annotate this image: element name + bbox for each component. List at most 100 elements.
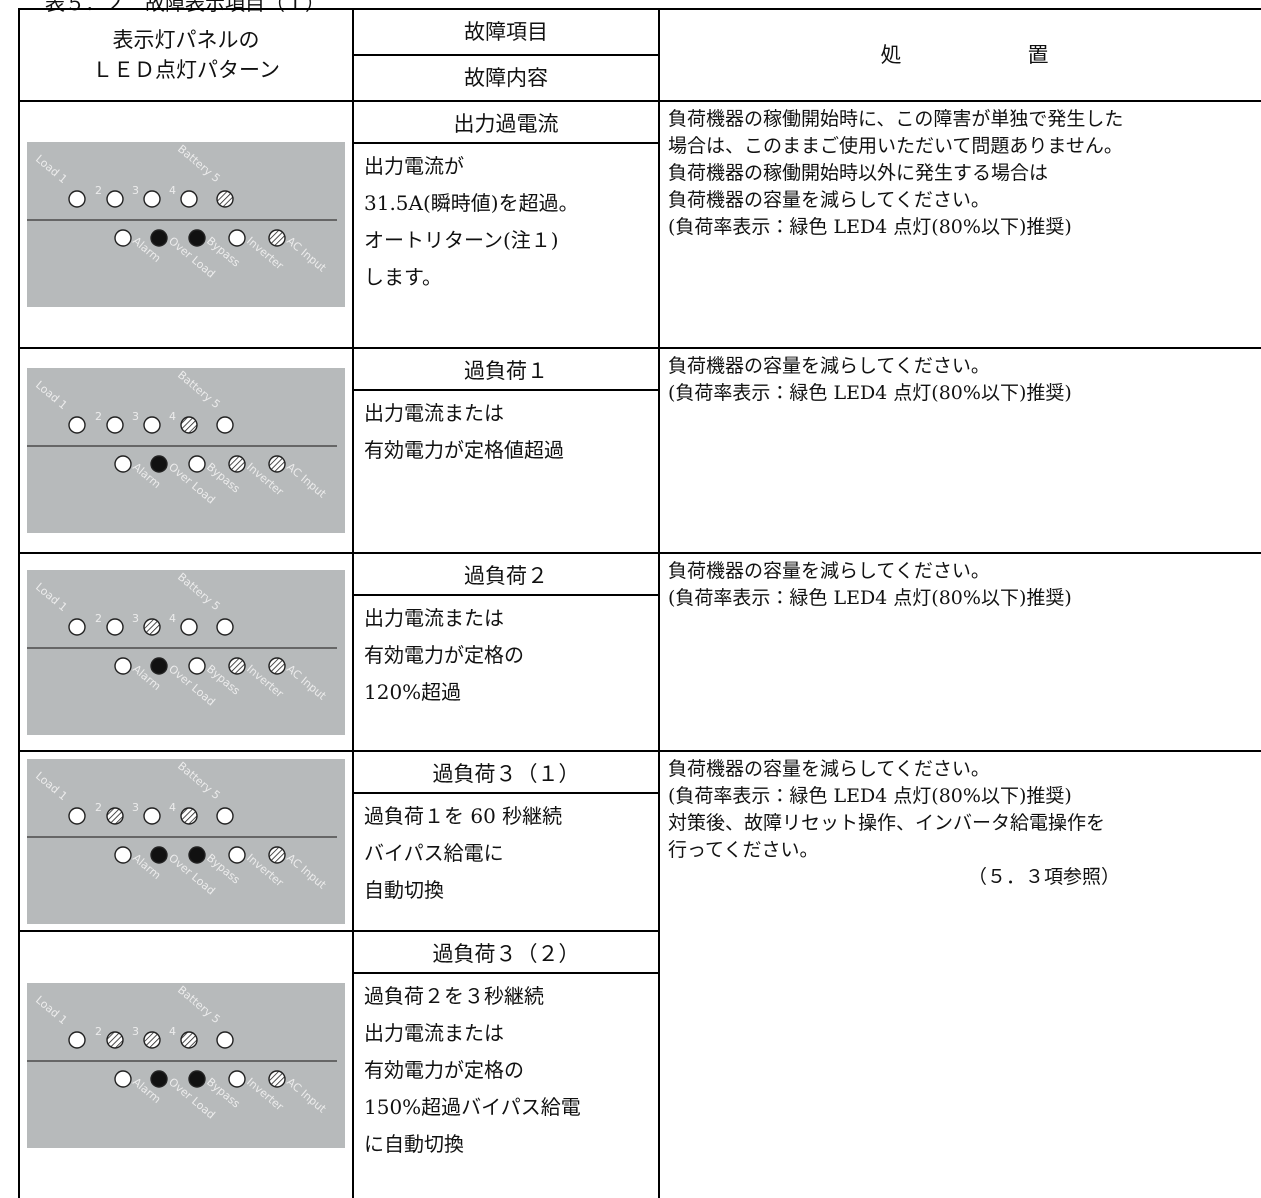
action-cell: 負荷機器の容量を減らしてください。 (負荷率表示：緑色 LED4 点灯(80%以下… [658, 750, 1261, 1198]
action-line: 負荷機器の容量を減らしてください。 [668, 758, 990, 780]
led [143, 416, 161, 434]
pattern-cell: Load 1 2 3 4 Battery 5 Alarm Over Load Bypass In… [18, 750, 354, 932]
led-label: 4 [169, 184, 176, 197]
led [228, 1069, 246, 1088]
led [180, 416, 198, 434]
fault-content: 出力電流または 有効電力が定格の 120%超過 [354, 596, 658, 711]
action-line: 対策後、故障リセット操作、インバータ給電操作を [668, 812, 1106, 834]
led [188, 229, 206, 247]
content-line: 150%超過バイパス給電 [364, 1095, 581, 1119]
led-label: 2 [95, 612, 102, 625]
led [143, 806, 161, 825]
led [143, 190, 161, 208]
led-label: 3 [132, 1025, 139, 1038]
content-line: 出力電流または [364, 1021, 504, 1045]
led-label: 2 [95, 184, 102, 197]
led-label: 2 [95, 410, 102, 423]
content-line: 過負荷２を３秒継続 [364, 984, 544, 1008]
led [150, 455, 168, 473]
table-row: Load 1 2 3 4 Battery 5 Alarm Over Load Bypass In… [18, 100, 1261, 349]
led-label: 3 [132, 410, 139, 423]
fault-item: 過負荷２ [354, 554, 658, 596]
fault-item: 出力過電流 [354, 102, 658, 144]
led [180, 617, 198, 636]
led [180, 806, 198, 825]
led [228, 229, 246, 247]
action-line: 負荷機器の容量を減らしてください。 [668, 189, 990, 211]
panel-bg [27, 982, 345, 1148]
table-row: Load 1 2 3 4 Battery 5 Alarm Over Load Bypass In… [18, 750, 1261, 1198]
action-line: (負荷率表示：緑色 LED4 点灯(80%以下)推奨) [668, 785, 1072, 807]
led [150, 656, 168, 675]
table-row: Load 1 2 3 4 Battery 5 Alarm Over Load Bypass In… [18, 930, 1261, 1198]
fault-item: 過負荷３（１） [354, 752, 658, 794]
led [228, 455, 246, 473]
pattern-cell: Load 1 2 3 4 Battery 5 Alarm Over Load Bypass In… [18, 552, 354, 752]
led [216, 617, 234, 636]
action-line: (負荷率表示：緑色 LED4 点灯(80%以下)推奨) [668, 587, 1072, 609]
header-cell: 処 置 [658, 8, 1261, 102]
led [228, 845, 246, 864]
panel-bg [27, 569, 345, 735]
led [114, 229, 132, 247]
action-line: (負荷率表示：緑色 LED4 点灯(80%以下)推奨) [668, 382, 1072, 404]
led-label: 4 [169, 801, 176, 814]
led [268, 455, 286, 473]
action-line: 行ってください。 [668, 839, 819, 861]
header-text: ＬＥＤ点灯パターン [92, 58, 280, 82]
fault-cell: 過負荷３（１） 過負荷１を 60 秒継続 バイパス給電に 自動切換 [352, 750, 660, 932]
action-cell: 負荷機器の容量を減らしてください。 (負荷率表示：緑色 LED4 点灯(80%以下… [658, 552, 1261, 752]
led [114, 845, 132, 864]
header-text: 表示灯パネルの [112, 28, 260, 52]
fault-item: 過負荷１ [354, 349, 658, 391]
led [68, 806, 86, 825]
action-line: 負荷機器の容量を減らしてください。 [668, 560, 990, 582]
content-line: します。 [364, 265, 442, 289]
led [143, 617, 161, 636]
led [216, 1030, 234, 1049]
led [188, 656, 206, 675]
led [268, 656, 286, 675]
header-cell: 故障内容 [352, 54, 660, 102]
action-line: 負荷機器の稼働開始時以外に発生する場合は [668, 162, 1049, 184]
led-label: 2 [95, 1025, 102, 1038]
led [268, 229, 286, 247]
content-line: 120%超過 [364, 680, 462, 704]
action-line: 負荷機器の容量を減らしてください。 [668, 355, 990, 377]
led [106, 416, 124, 434]
led [114, 455, 132, 473]
led [150, 1069, 168, 1088]
action-cell: 負荷機器の容量を減らしてください。 (負荷率表示：緑色 LED4 点灯(80%以下… [658, 347, 1261, 554]
led-label: 3 [132, 612, 139, 625]
led-label: 4 [169, 410, 176, 423]
led [268, 1069, 286, 1088]
led [180, 1030, 198, 1049]
pattern-cell: Load 1 2 3 4 Battery 5 Alarm Over Load Bypass In… [18, 347, 354, 554]
fault-content: 出力電流または 有効電力が定格値超過 [354, 391, 658, 469]
panel-bg [27, 368, 345, 533]
action-line: 場合は、このままご使用いただいて問題ありません。 [668, 135, 1123, 157]
led [114, 1069, 132, 1088]
led [180, 190, 198, 208]
led [68, 416, 86, 434]
led [228, 656, 246, 675]
led-label: 4 [169, 612, 176, 625]
fault-content: 過負荷１を 60 秒継続 バイパス給電に 自動切換 [354, 794, 658, 909]
led-label: 3 [132, 184, 139, 197]
table-row: Load 1 2 3 4 Battery 5 Alarm Over Load Bypass In… [18, 347, 1261, 554]
panel-bg [27, 758, 345, 924]
led [150, 229, 168, 247]
led [188, 845, 206, 864]
led [106, 617, 124, 636]
fault-item: 過負荷３（２） [354, 932, 658, 974]
led [143, 1030, 161, 1049]
led [114, 656, 132, 675]
content-line: 31.5A(瞬時値)を超過。 [364, 191, 579, 215]
fault-cell: 出力過電流 出力電流が 31.5A(瞬時値)を超過。 オートリターン(注１) します。 [352, 100, 660, 349]
led [106, 806, 124, 825]
table-row: Load 1 2 3 4 Battery 5 Alarm Over Load Bypass In… [18, 552, 1261, 752]
